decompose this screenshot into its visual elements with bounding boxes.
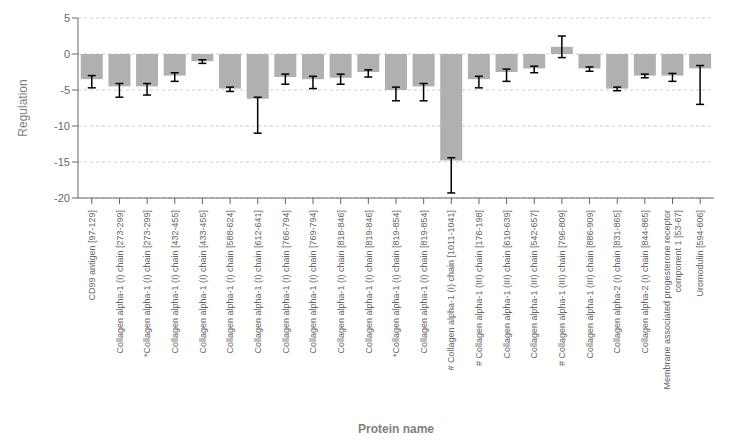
svg-text:Collagen alpha-1 (I) chain [58: Collagen alpha-1 (I) chain [588-624] <box>225 210 235 354</box>
svg-text:Collagen alpha-1 (I) chain [81: Collagen alpha-1 (I) chain [818-846] <box>336 210 346 354</box>
svg-text:Collagen alpha-1 (I) chain [81: Collagen alpha-1 (I) chain [819-846] <box>363 210 373 354</box>
svg-text:5: 5 <box>64 12 70 24</box>
svg-text:-20: -20 <box>54 192 70 204</box>
svg-text:# Collagen alpha-1 (III) chain: # Collagen alpha-1 (III) chain [796-809] <box>557 210 567 366</box>
svg-text:Regulation: Regulation <box>16 79 30 136</box>
svg-text:Protein name: Protein name <box>358 422 434 436</box>
svg-text:-15: -15 <box>54 156 70 168</box>
svg-text:Collagen alpha-1 (I) chain [81: Collagen alpha-1 (I) chain [819-854] <box>419 210 429 354</box>
svg-text:Uromodulin [594-606]: Uromodulin [594-606] <box>695 210 705 297</box>
svg-text:Collagen alpha-1 (III) chain [: Collagen alpha-1 (III) chain [542-657] <box>529 210 539 359</box>
svg-text:Collagen alpha-1 (I) chain [43: Collagen alpha-1 (I) chain [432-455] <box>170 210 180 354</box>
svg-text:Collagen alpha-1 (I) chain [76: Collagen alpha-1 (I) chain [769-794] <box>308 210 318 354</box>
svg-text:CD99 antigen [97-129]: CD99 antigen [97-129] <box>87 210 97 301</box>
svg-text:Collagen alpha-1 (I) chain [27: Collagen alpha-1 (I) chain [273-299] <box>115 210 125 354</box>
svg-text:# Collagen alpha-1 (III) chain: # Collagen alpha-1 (III) chain [176-198] <box>474 210 484 366</box>
svg-text:Collagen alpha-1 (III) chain [: Collagen alpha-1 (III) chain [610-639] <box>502 210 512 359</box>
svg-text:Collagen alpha-2 (I) chain [83: Collagen alpha-2 (I) chain [831-865] <box>612 210 622 354</box>
svg-text:-10: -10 <box>54 120 70 132</box>
svg-text:-5: -5 <box>60 84 70 96</box>
svg-text:Collagen alpha-1 (I) chain [76: Collagen alpha-1 (I) chain [766-794] <box>281 210 291 354</box>
svg-text:Collagen alpha-1 (I) chain [61: Collagen alpha-1 (I) chain [612-641] <box>253 210 263 354</box>
svg-text:Collagen alpha-1 (I) chain [43: Collagen alpha-1 (I) chain [433-455] <box>198 210 208 354</box>
svg-text:# Collagen alpha-1 (I) chain [: # Collagen alpha-1 (I) chain [1011-1041] <box>446 210 456 370</box>
svg-text:0: 0 <box>64 48 70 60</box>
svg-text:Collagen alpha-2 (I) chain [84: Collagen alpha-2 (I) chain [844-865] <box>640 210 650 354</box>
svg-text:*Collagen alpha-1 (I) chain [8: *Collagen alpha-1 (I) chain [819-854] <box>391 210 401 357</box>
svg-text:*Collagen alpha-1 (I) chain [2: *Collagen alpha-1 (I) chain [273-299] <box>142 210 152 357</box>
svg-text:Collagen alpha-1 (III) chain [: Collagen alpha-1 (III) chain [886-909] <box>585 210 595 359</box>
svg-text:Membrane associated progestero: Membrane associated progesterone recepto… <box>662 210 683 390</box>
